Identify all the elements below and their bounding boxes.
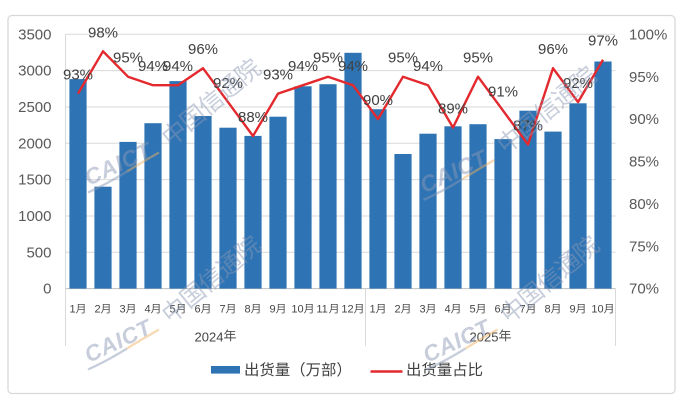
svg-text:95%: 95% (313, 50, 343, 67)
svg-text:80%: 80% (629, 196, 659, 213)
svg-text:91%: 91% (488, 84, 518, 101)
svg-text:90%: 90% (363, 92, 393, 109)
svg-text:95%: 95% (463, 50, 493, 67)
svg-text:6: 6 (194, 304, 200, 316)
svg-text:94%: 94% (138, 58, 168, 75)
svg-text:5: 5 (169, 304, 175, 316)
svg-text:2: 2 (94, 304, 100, 316)
svg-text:10: 10 (591, 304, 603, 316)
svg-text:2500: 2500 (18, 99, 51, 116)
svg-text:2024: 2024 (195, 330, 224, 345)
svg-text:2: 2 (394, 304, 400, 316)
svg-text:100%: 100% (629, 26, 667, 43)
svg-text:9: 9 (269, 304, 275, 316)
svg-text:12: 12 (341, 304, 353, 316)
svg-text:98%: 98% (88, 24, 118, 41)
svg-text:3500: 3500 (18, 26, 51, 43)
svg-text:89%: 89% (438, 101, 468, 118)
svg-text:10: 10 (291, 304, 303, 316)
svg-text:3000: 3000 (18, 63, 51, 80)
svg-text:90%: 90% (629, 111, 659, 128)
svg-text:75%: 75% (629, 238, 659, 255)
svg-text:1500: 1500 (18, 172, 51, 189)
svg-text:0: 0 (43, 281, 51, 298)
svg-text:3: 3 (119, 304, 125, 316)
svg-text:97%: 97% (588, 33, 618, 50)
svg-text:93%: 93% (63, 67, 93, 84)
svg-text:1: 1 (369, 304, 375, 316)
svg-text:5: 5 (469, 304, 475, 316)
svg-text:8: 8 (244, 304, 250, 316)
svg-text:1000: 1000 (18, 208, 51, 225)
svg-text:2000: 2000 (18, 135, 51, 152)
svg-text:7: 7 (219, 304, 225, 316)
svg-text:94%: 94% (413, 58, 443, 75)
svg-text:94%: 94% (338, 58, 368, 75)
svg-text:3: 3 (419, 304, 425, 316)
svg-text:2025: 2025 (470, 330, 499, 345)
svg-text:9: 9 (569, 304, 575, 316)
svg-text:11: 11 (316, 304, 327, 316)
svg-text:95%: 95% (629, 69, 659, 86)
svg-text:500: 500 (26, 244, 51, 261)
svg-text:95%: 95% (113, 50, 143, 67)
svg-text:70%: 70% (629, 281, 659, 298)
svg-text:88%: 88% (238, 109, 268, 126)
svg-text:85%: 85% (629, 154, 659, 171)
svg-text:95%: 95% (388, 50, 418, 67)
svg-text:6: 6 (494, 304, 500, 316)
svg-text:96%: 96% (538, 41, 568, 58)
svg-text:8: 8 (544, 304, 550, 316)
svg-text:7: 7 (519, 304, 525, 316)
svg-text:1: 1 (69, 304, 75, 316)
svg-text:4: 4 (444, 304, 450, 316)
svg-text:96%: 96% (188, 41, 218, 58)
svg-text:4: 4 (144, 304, 150, 316)
svg-text:93%: 93% (263, 67, 293, 84)
svg-text:94%: 94% (288, 58, 318, 75)
svg-text:94%: 94% (163, 58, 193, 75)
